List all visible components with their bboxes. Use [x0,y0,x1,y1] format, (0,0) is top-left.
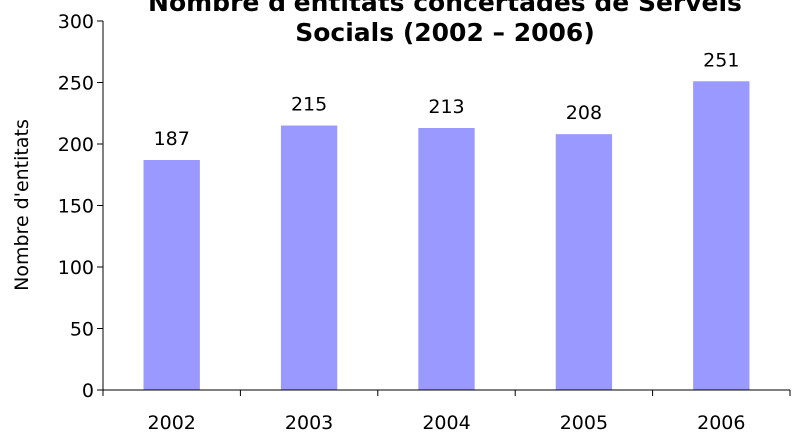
y-tick-label-250: 250 [58,73,94,95]
data-labels-group: 187 215 213 208 251 [154,49,740,150]
data-label-2004: 213 [428,96,464,118]
y-tick-label-100: 100 [58,257,94,279]
bar-2003 [280,125,338,391]
bar-2006 [693,81,750,391]
x-tick-label-2004: 2004 [422,412,470,433]
bar-2002 [143,159,200,390]
x-tick-label-2005: 2005 [560,412,608,433]
data-label-2003: 215 [291,94,327,116]
y-tick-label-150: 150 [58,196,94,218]
y-tick-label-200: 200 [58,134,94,156]
bar-2004 [418,128,475,390]
bars-group [143,81,750,391]
y-tick-label-300: 300 [58,11,94,33]
data-label-2005: 208 [566,102,602,124]
x-tick-label-2003: 2003 [285,412,333,433]
y-tick-label-50: 50 [70,319,94,341]
axes-group: 2002 2003 2004 2005 2006 0 50 100 150 200 250 300 [58,11,791,433]
y-tick-label-0: 0 [82,380,94,402]
bar-2005 [555,134,613,390]
chart-title: Nombre d'entitats concertades de Serveis… [100,0,790,48]
x-tick-label-2002: 2002 [148,412,196,433]
chart-title-line-1: Nombre d'entitats concertades de Serveis [148,0,742,17]
data-label-2002: 187 [154,128,190,150]
x-tick-label-2006: 2006 [697,412,745,433]
chart-title-line-2: Socials (2002 – 2006) [295,18,595,47]
data-label-2006: 251 [703,49,739,71]
